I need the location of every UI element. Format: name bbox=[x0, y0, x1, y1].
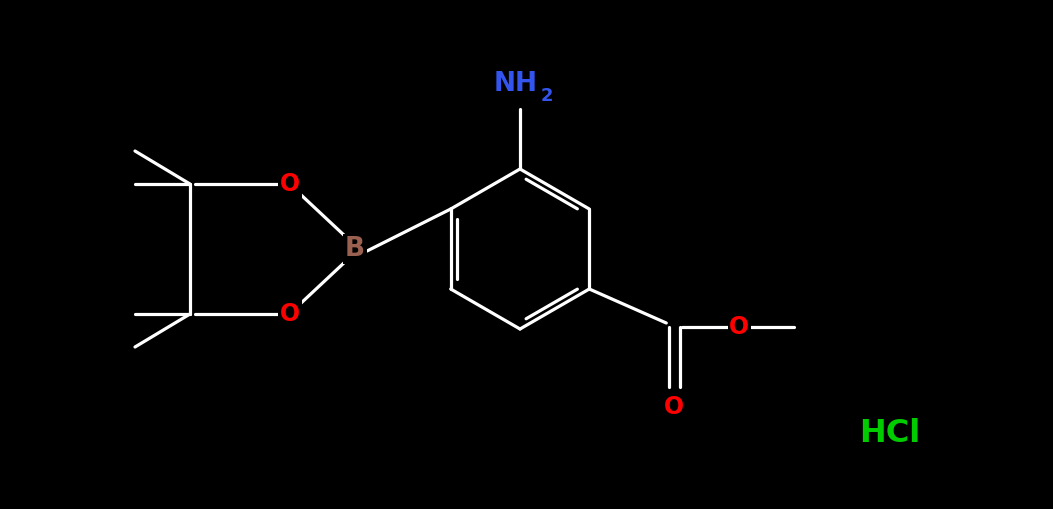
Text: O: O bbox=[664, 395, 684, 419]
Text: NH: NH bbox=[494, 71, 538, 97]
Text: O: O bbox=[280, 302, 300, 326]
Text: HCl: HCl bbox=[859, 418, 920, 449]
Text: B: B bbox=[345, 236, 365, 262]
Text: 2: 2 bbox=[541, 87, 553, 105]
Text: O: O bbox=[280, 172, 300, 196]
Text: O: O bbox=[730, 315, 750, 339]
